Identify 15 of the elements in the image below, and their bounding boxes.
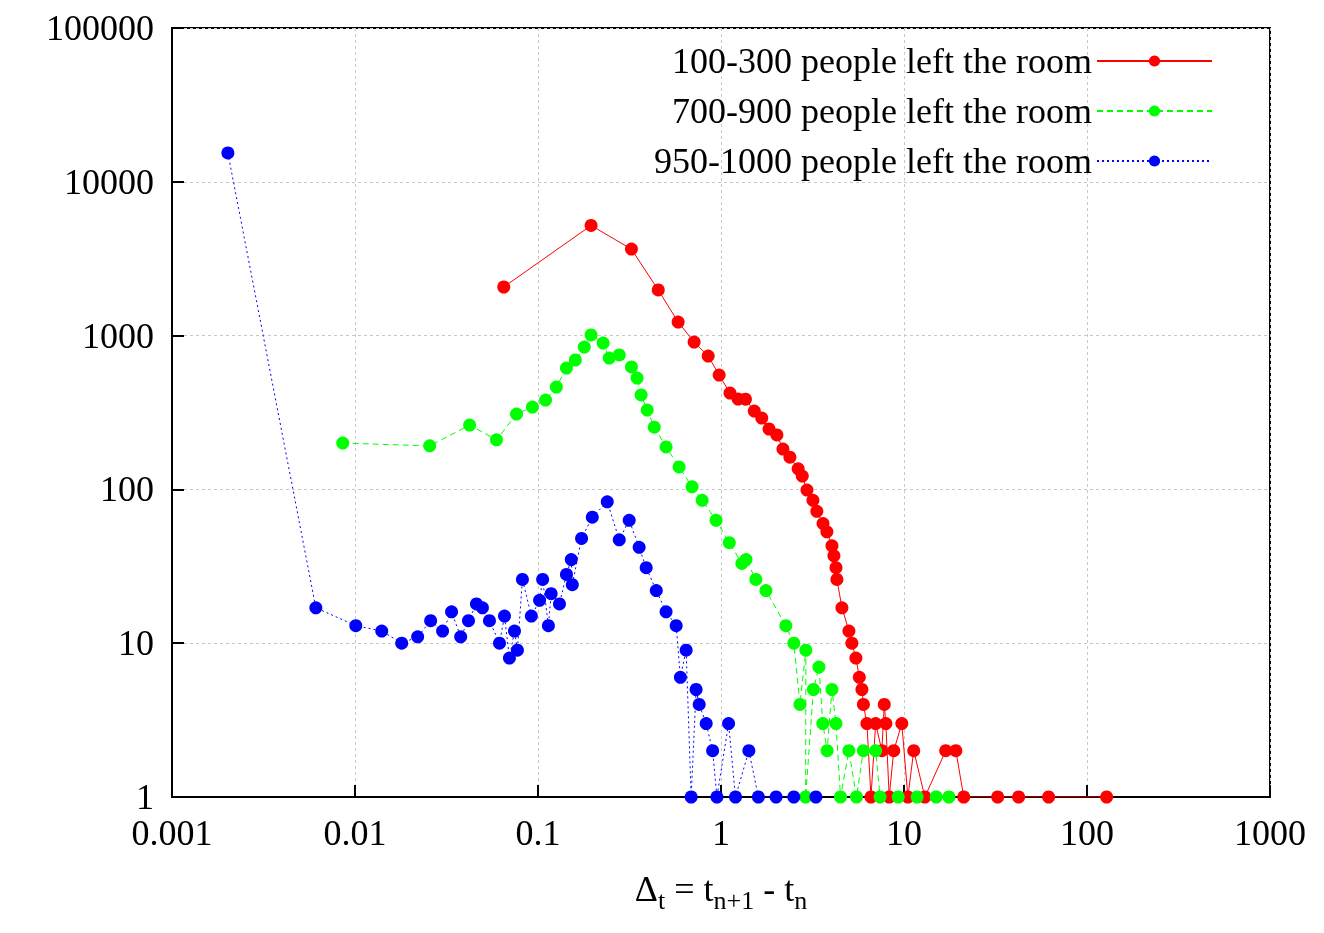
legend-label: 950-1000 people left the room [654, 141, 1092, 181]
y-tick-label: 100 [100, 469, 154, 510]
x-tick-label: 1000 [1234, 813, 1306, 853]
legend-label: 700-900 people left the room [672, 91, 1092, 131]
y-tick-label: 1000 [82, 315, 154, 356]
x-tick-label: 0.01 [323, 813, 387, 853]
x-tick-label: 0.1 [515, 813, 561, 853]
y-tick-label: 10 [118, 623, 154, 664]
x-tick-label: 1 [712, 813, 730, 853]
x-tick-label: 10 [886, 813, 922, 853]
y-tick-label: 10000 [64, 161, 154, 202]
y-tick-label: 100000 [46, 8, 154, 48]
x-axis-title: Δ$_{t}$ = t$_{n+1}$ - t$_{n}$ [633, 868, 809, 917]
x-tick-label: 100 [1060, 813, 1114, 853]
legend-label: 100-300 people left the room [672, 41, 1092, 81]
